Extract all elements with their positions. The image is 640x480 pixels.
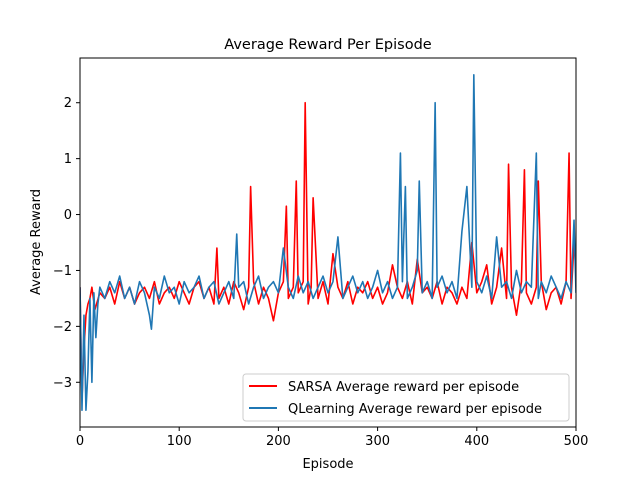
series-line-sarsa bbox=[80, 101, 576, 400]
legend: SARSA Average reward per episode QLearni… bbox=[242, 373, 570, 422]
x-tick-label: 200 bbox=[266, 434, 291, 449]
x-tick-label: 500 bbox=[564, 434, 589, 449]
plot-area bbox=[79, 57, 577, 428]
y-tick-label: −3 bbox=[53, 376, 72, 391]
y-tick-label: −2 bbox=[53, 320, 72, 335]
y-tick-label: 1 bbox=[64, 152, 72, 167]
x-tick-label: 400 bbox=[464, 434, 489, 449]
legend-label-qlearning: QLearning Average reward per episode bbox=[288, 402, 542, 417]
x-axis: 0 100 200 300 400 500 bbox=[76, 427, 589, 449]
chart-title: Average Reward Per Episode bbox=[224, 37, 432, 53]
y-axis: −3 −2 −1 0 1 2 bbox=[53, 96, 80, 391]
y-tick-label: 2 bbox=[64, 96, 72, 111]
y-tick-label: 0 bbox=[64, 208, 72, 223]
legend-label-sarsa: SARSA Average reward per episode bbox=[288, 380, 519, 395]
x-tick-label: 300 bbox=[365, 434, 390, 449]
x-axis-label: Episode bbox=[302, 457, 353, 472]
plot-frame bbox=[79, 57, 577, 428]
y-axis-label: Average Reward bbox=[29, 189, 44, 295]
legend-box bbox=[242, 373, 570, 422]
x-tick-label: 0 bbox=[76, 434, 84, 449]
y-tick-label: −1 bbox=[53, 264, 72, 279]
series-line-qlearning bbox=[80, 73, 576, 412]
x-tick-label: 100 bbox=[167, 434, 192, 449]
series-layer bbox=[80, 73, 576, 412]
